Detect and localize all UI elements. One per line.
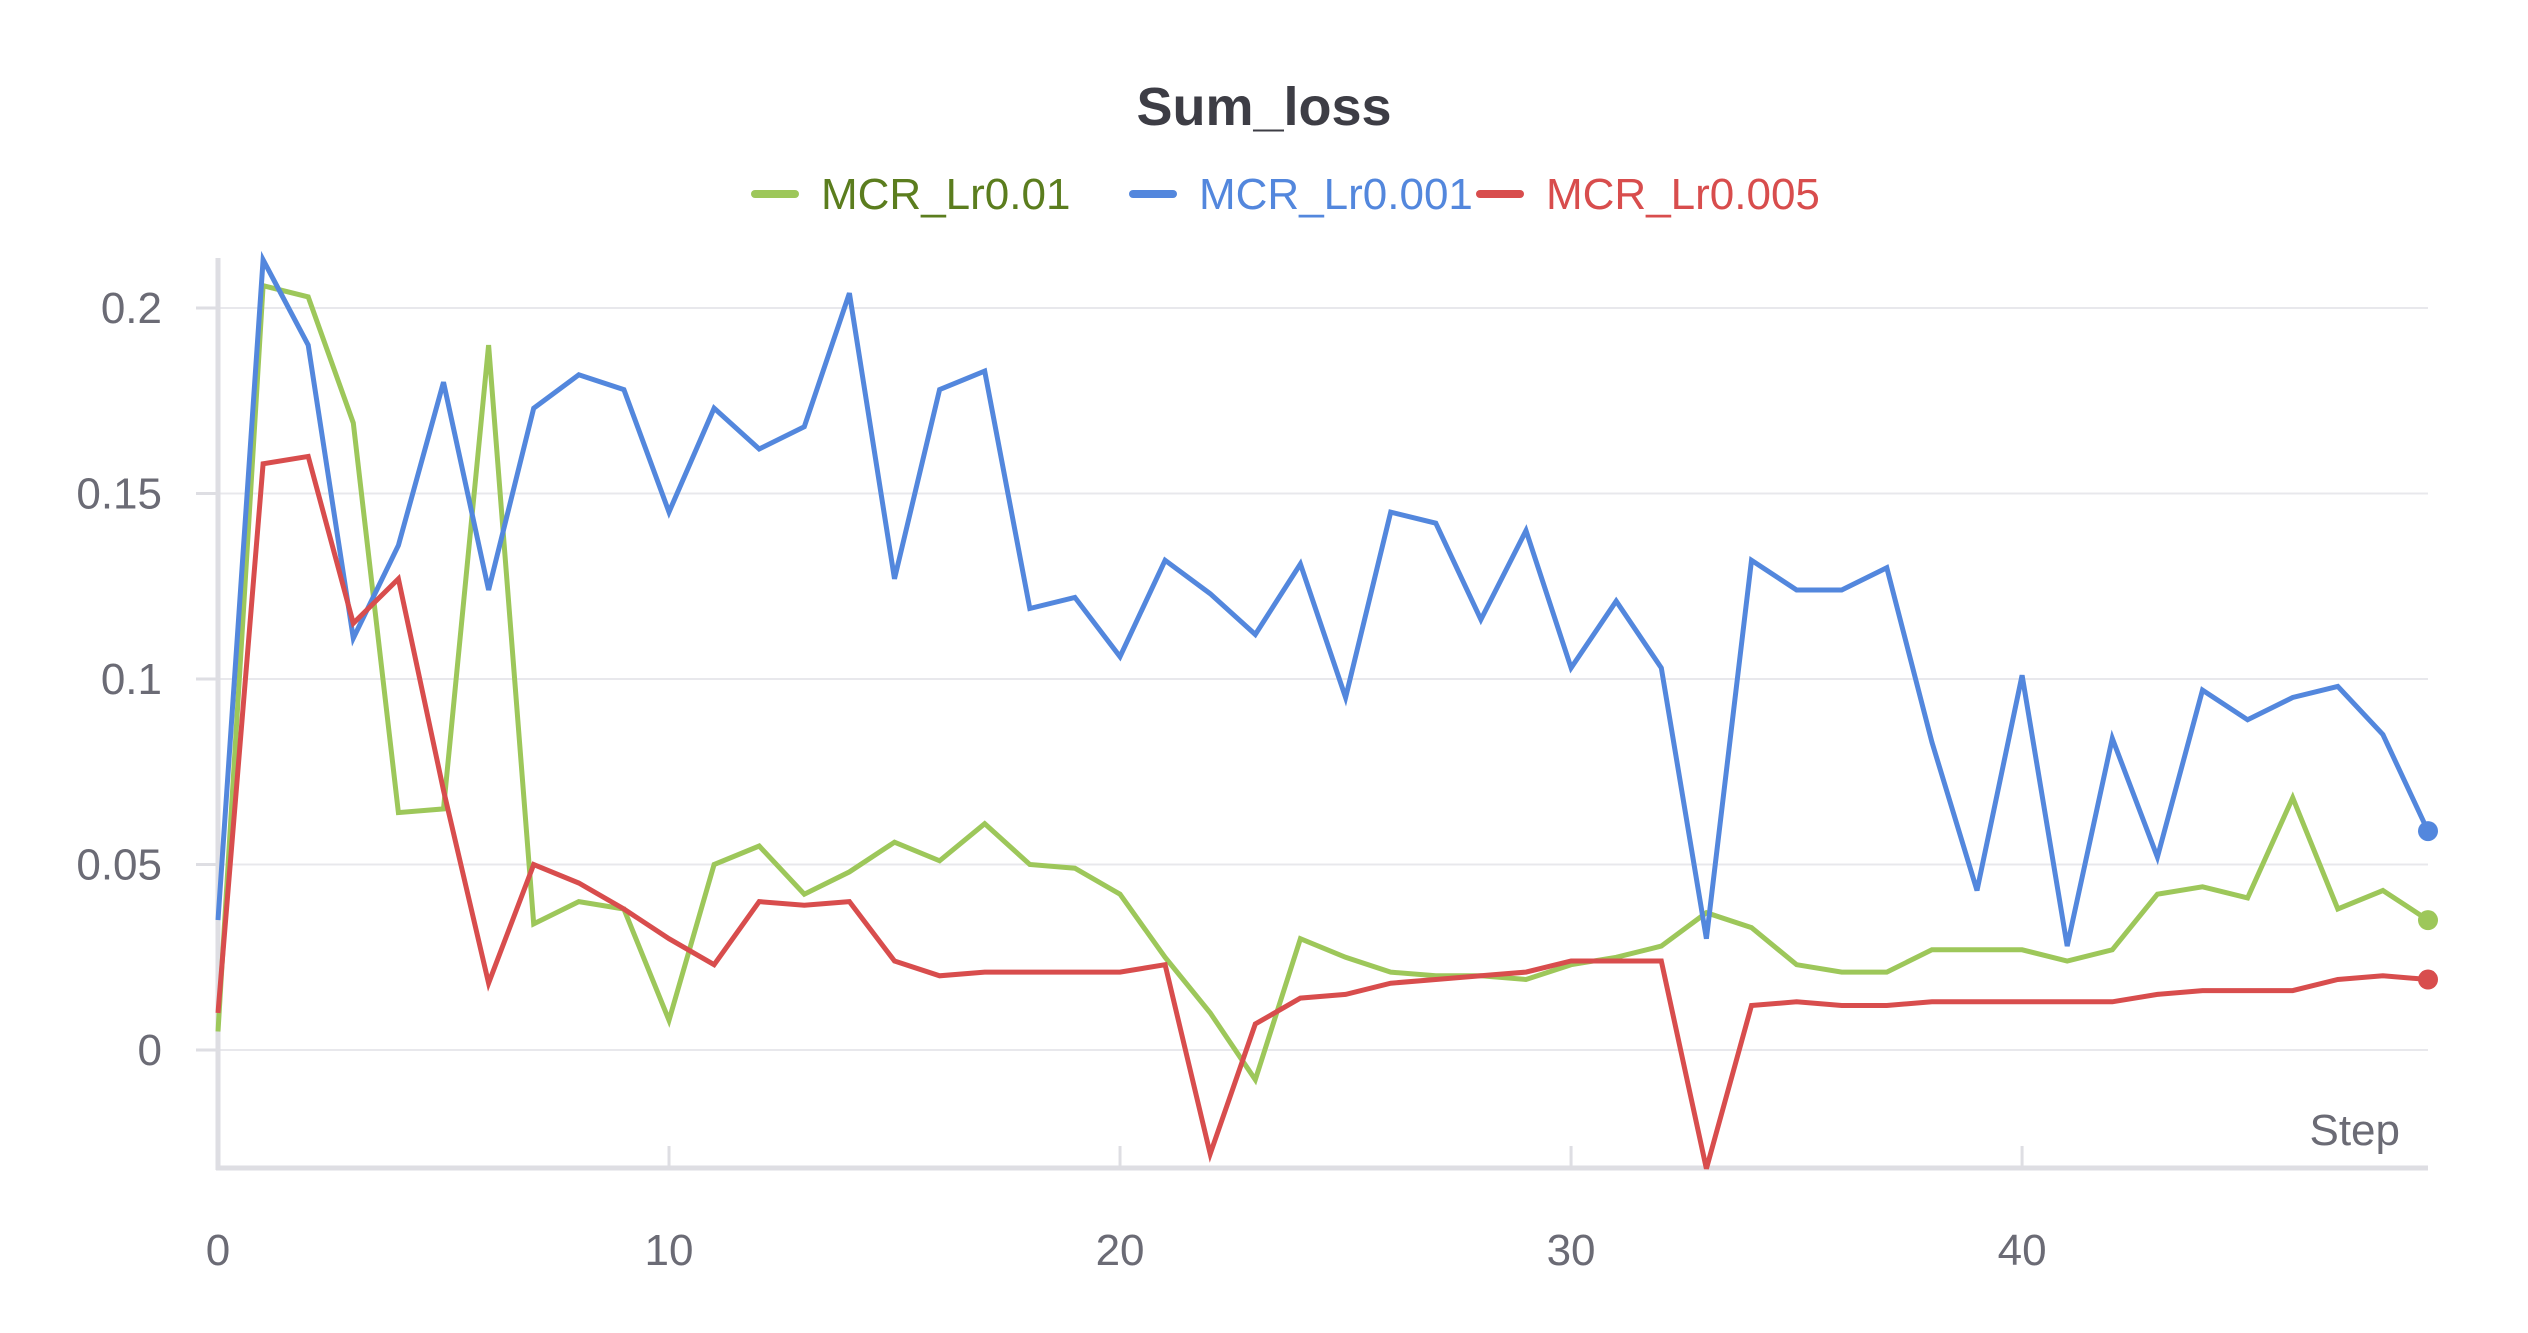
series-endpoints	[2418, 821, 2438, 990]
legend-label[interactable]: MCR_Lr0.001	[1199, 170, 1473, 219]
series-line	[215, 282, 2430, 1086]
series-endpoint	[2418, 821, 2438, 842]
chart-title: Sum_loss	[1136, 77, 1391, 137]
x-axis-ticks: 0 10 20 30 40	[206, 1146, 2047, 1275]
x-tick-label: 0	[206, 1226, 230, 1275]
x-tick-label: 30	[1547, 1226, 1596, 1275]
y-tick-label: 0.1	[101, 655, 162, 704]
x-tick-label: 10	[645, 1226, 694, 1275]
series-line	[215, 250, 2431, 947]
y-tick-label: 0.15	[76, 470, 162, 519]
legend-label[interactable]: MCR_Lr0.005	[1546, 170, 1820, 219]
legend: MCR_Lr0.01 MCR_Lr0.001 MCR_Lr0.005	[751, 170, 1820, 219]
x-tick-label: 20	[1096, 1226, 1145, 1275]
series-endpoint	[2418, 969, 2438, 990]
series-endpoint	[2418, 910, 2438, 931]
series-lines	[215, 250, 2431, 1170]
y-tick-label: 0.2	[101, 284, 162, 333]
legend-label[interactable]: MCR_Lr0.01	[821, 170, 1070, 219]
x-tick-label: 40	[1998, 1226, 2047, 1275]
y-axis-ticks: 0 0.05 0.1 0.15 0.2	[76, 284, 218, 1075]
x-axis-label: Step	[2309, 1106, 2400, 1155]
series-line	[215, 453, 2429, 1170]
y-tick-label: 0.05	[76, 841, 162, 890]
y-tick-label: 0	[138, 1026, 162, 1075]
grid-lines	[218, 307, 2428, 1051]
